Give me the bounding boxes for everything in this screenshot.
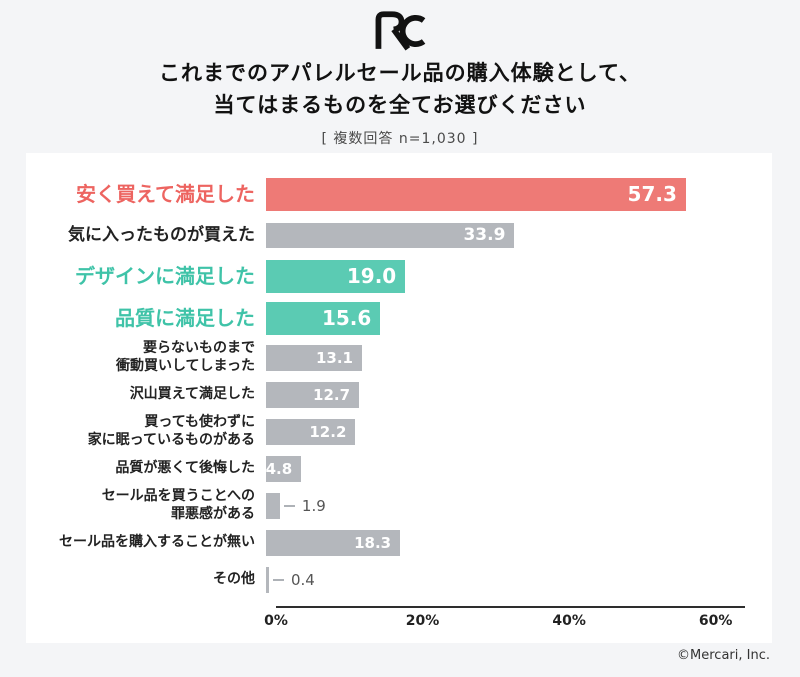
x-tick-0%: 0% (264, 613, 288, 629)
page-title: これまでのアパレルセール品の購入体験として、 当てはまるものを全てお選びください (0, 58, 800, 121)
category-label: 気に入ったものが買えた (26, 225, 266, 246)
value-label: 57.3 (627, 182, 677, 206)
chart-row: 気に入ったものが買えた 33.9 (26, 215, 772, 255)
bar-track: 13.1 (266, 344, 735, 371)
header: これまでのアパレルセール品の購入体験として、 当てはまるものを全てお選びください… (0, 0, 800, 148)
category-label-line: セール品を買うことへの (101, 488, 255, 505)
page-title-line2: 当てはまるものを全てお選びください (213, 92, 587, 117)
category-label: デザインに満足した (26, 264, 266, 288)
bar-track: 12.7 (266, 381, 735, 408)
bar-1.9 (266, 492, 280, 519)
category-label-line: 品質に満足した (115, 305, 255, 330)
bar-track: 1.9 (266, 492, 735, 519)
chart-card: 安く買えて満足した 57.3 気に入ったものが買えた 33.9 デザインに満足した 19.… (26, 153, 772, 643)
category-label: 品質に満足した (26, 306, 266, 330)
bar-track: 12.2 (266, 418, 735, 445)
value-label: 0.4 (291, 570, 315, 589)
chart-row: 要らないものまで 衝動買いしてしまった 13.1 (26, 339, 772, 376)
bar-18.3: 18.3 (266, 529, 401, 556)
category-label-line: 安く買えて満足した (76, 181, 255, 206)
chart-row: 安く買えて満足した 57.3 (26, 173, 772, 215)
chart-row: 沢山買えて満足した 12.7 (26, 376, 772, 413)
value-label: 1.9 (301, 496, 326, 515)
category-label-line: デザインに満足した (75, 263, 255, 288)
bar-chart: 安く買えて満足した 57.3 気に入ったものが買えた 33.9 デザインに満足した 19.… (26, 173, 772, 634)
chart-row: デザインに満足した 19.0 (26, 255, 772, 297)
value-label: 13.1 (315, 348, 353, 367)
bar-track: 0.4 (266, 566, 735, 593)
bar-track: 18.3 (266, 529, 735, 556)
category-label: その他 (26, 571, 266, 588)
bar-track: 15.6 (266, 301, 735, 335)
bar-track: 33.9 (266, 222, 735, 248)
bar-12.7: 12.7 (266, 381, 360, 408)
category-label: 沢山買えて満足した (26, 386, 266, 403)
category-label-line: 罪悪感がある (171, 505, 255, 522)
bar-12.2: 12.2 (266, 418, 356, 445)
value-label: 18.3 (354, 533, 392, 552)
bar-15.6: 15.6 (266, 301, 381, 335)
value-label: 4.8 (265, 459, 293, 478)
category-label: 品質が悪くて後悔した (26, 460, 266, 477)
chart-rows: 安く買えて満足した 57.3 気に入ったものが買えた 33.9 デザインに満足した 19.… (26, 173, 772, 598)
copyright-text: ©Mercari, Inc. (677, 648, 770, 663)
rc-logo-icon (375, 11, 425, 51)
category-label: 買っても使わずに 家に眠っているものがある (26, 414, 266, 448)
bar-33.9: 33.9 (266, 222, 515, 248)
category-label: セール品を購入することが無い (26, 534, 266, 551)
bar-4.8: 4.8 (265, 455, 302, 482)
chart-row: セール品を買うことへの 罪悪感がある 1.9 (26, 487, 772, 524)
category-label-line: 沢山買えて満足した (129, 385, 255, 402)
category-label-line: 品質が悪くて後悔した (115, 459, 255, 476)
bar-19.0: 19.0 (266, 259, 406, 293)
chart-row: セール品を購入することが無い 18.3 (26, 524, 772, 561)
chart-row: その他 0.4 (26, 561, 772, 598)
category-label-line: その他 (213, 570, 255, 587)
leader-dash (273, 578, 284, 581)
page-title-line1: これまでのアパレルセール品の購入体験として、 (159, 61, 641, 85)
x-tick-60%: 60% (698, 613, 733, 629)
bar-0.4 (266, 566, 269, 593)
survey-note: [ 複数回答 n=1,030 ] (321, 131, 479, 147)
bar-track: 57.3 (266, 177, 735, 211)
category-label-line: セール品を購入することが無い (59, 533, 255, 550)
value-label: 12.2 (309, 422, 347, 441)
category-label-line: 家に眠っているものがある (87, 431, 255, 448)
category-label: 安く買えて満足した (26, 182, 266, 206)
x-tick-20%: 20% (405, 613, 440, 629)
bar-track: 19.0 (266, 259, 735, 293)
category-label-line: 気に入ったものが買えた (68, 224, 255, 245)
chart-row: 品質に満足した 15.6 (26, 297, 772, 339)
x-tick-40%: 40% (552, 613, 586, 629)
chart-row: 買っても使わずに 家に眠っているものがある 12.2 (26, 413, 772, 450)
category-label: 要らないものまで 衝動買いしてしまった (26, 340, 266, 374)
value-label: 33.9 (463, 225, 506, 245)
value-label: 15.6 (321, 306, 372, 330)
category-label: セール品を買うことへの 罪悪感がある (26, 488, 266, 522)
category-label-line: 要らないものまで (143, 340, 255, 357)
leader-dash (283, 504, 295, 507)
chart-row: 品質が悪くて後悔した 4.8 (26, 450, 772, 487)
x-axis: 0% 20% 40% 60% (264, 606, 745, 634)
value-label: 19.0 (346, 264, 397, 288)
bar-track: 4.8 (265, 455, 735, 482)
bar-13.1: 13.1 (266, 344, 362, 371)
bar-57.3: 57.3 (266, 177, 686, 211)
category-label-line: 衝動買いしてしまった (115, 357, 255, 374)
category-label-line: 買っても使わずに (144, 414, 255, 431)
value-label: 12.7 (313, 385, 351, 404)
